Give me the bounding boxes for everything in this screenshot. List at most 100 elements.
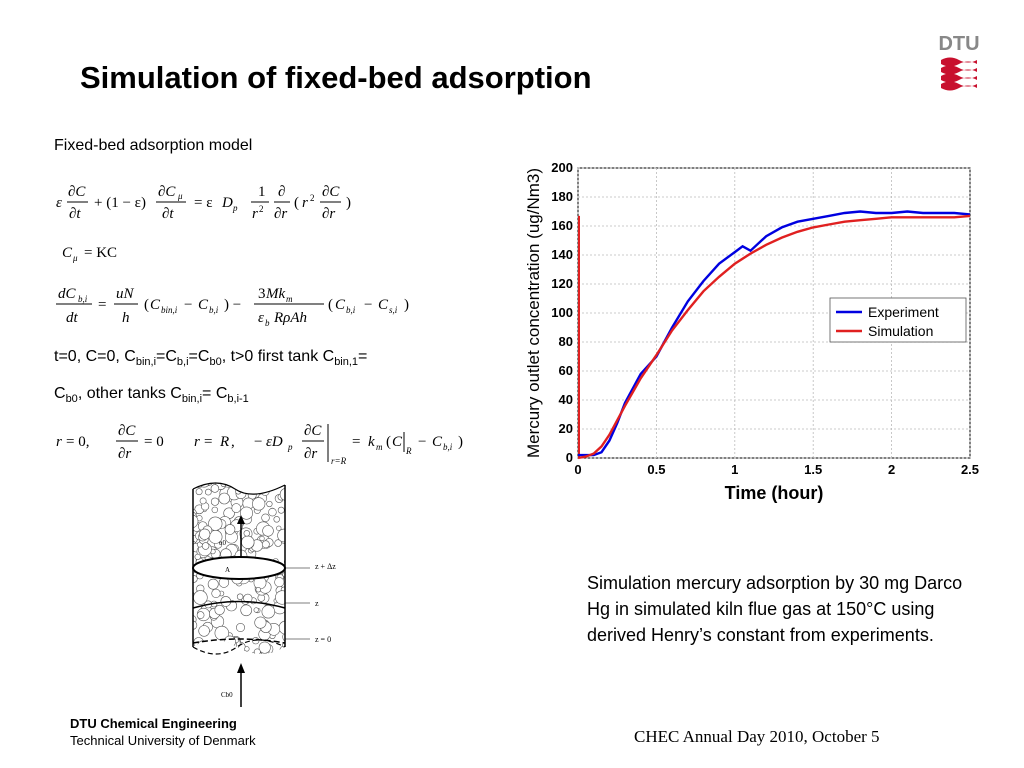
pellet — [274, 577, 285, 588]
footer-event: CHEC Annual Day 2010, October 5 — [634, 727, 880, 746]
svg-text:C: C — [62, 245, 73, 261]
pellet — [258, 659, 262, 663]
svg-text:∂t: ∂t — [162, 206, 174, 222]
adsorbent-pellets — [193, 479, 292, 663]
pellet — [261, 540, 270, 549]
cond2-part-5: b,i-1 — [227, 393, 249, 406]
svg-text:∂C: ∂C — [118, 423, 136, 439]
y-axis-label: Mercury outlet concentration (ug/Nm3) — [524, 168, 543, 458]
pellet — [224, 524, 236, 535]
flow-arrowhead — [237, 515, 245, 524]
slice-z — [192, 600, 286, 609]
svg-text:ε: ε — [258, 310, 264, 326]
cond1-part-3: b,i — [176, 356, 189, 369]
pellet — [243, 593, 253, 603]
svg-text:bin,i: bin,i — [161, 305, 178, 315]
svg-text:+ (1 − ε): + (1 − ε) — [94, 195, 146, 211]
svg-text:C: C — [150, 297, 161, 313]
svg-text:−: − — [254, 434, 262, 450]
svg-text:R: R — [219, 434, 229, 450]
pellet — [243, 530, 251, 537]
y-tick-label: 20 — [559, 421, 573, 436]
svg-text:∂r: ∂r — [304, 446, 317, 462]
initial-condition-line2: Cb0, other tanks Cbin,i= Cb,i-1 — [54, 385, 249, 405]
svg-text:p: p — [232, 203, 238, 213]
svg-text:∂t: ∂t — [69, 206, 81, 222]
svg-text:1: 1 — [258, 184, 266, 200]
pellet — [280, 483, 285, 484]
pellet — [287, 479, 292, 484]
pellet — [199, 497, 207, 505]
footer-department: DTU Chemical Engineering — [70, 716, 237, 731]
svg-text:3: 3 — [258, 286, 266, 302]
pellet — [211, 506, 218, 514]
pellet — [279, 487, 285, 501]
logo-wave — [941, 73, 977, 83]
svg-text:= 0: = 0 — [144, 434, 164, 450]
svg-text:): ) — [458, 434, 463, 450]
svg-text:m: m — [376, 442, 383, 452]
svg-text:=: = — [98, 297, 106, 313]
svg-text:D: D — [221, 195, 233, 211]
svg-text:∂: ∂ — [278, 184, 285, 200]
svg-text:b,i: b,i — [346, 305, 356, 315]
svg-text:−: − — [364, 297, 372, 313]
pellet — [223, 635, 236, 648]
cond1-part-0: t=0, C=0, C — [54, 348, 136, 365]
svg-text:C: C — [198, 297, 209, 313]
svg-text:2: 2 — [259, 204, 264, 214]
y-tick-label: 160 — [551, 218, 573, 233]
svg-text:R: R — [405, 446, 412, 456]
area-label: A — [225, 566, 230, 574]
x-tick-label: 1.5 — [804, 462, 822, 477]
slide-title: Simulation of fixed-bed adsorption — [80, 60, 592, 95]
dtu-logo: DTU — [938, 33, 980, 91]
svg-text:(: ( — [144, 297, 149, 313]
svg-text:r: r — [302, 195, 308, 211]
svg-text:r: r — [252, 206, 258, 222]
svg-text:r: r — [56, 434, 62, 450]
y-tick-label: 100 — [551, 305, 573, 320]
cond1-part-5: b0 — [209, 356, 222, 369]
svg-text:∂C: ∂C — [68, 184, 86, 200]
x-tick-label: 0.5 — [647, 462, 665, 477]
y-tick-label: 120 — [551, 276, 573, 291]
pellet — [235, 623, 245, 633]
svg-text:= KC: = KC — [84, 245, 117, 261]
cond1-part-4: =C — [188, 348, 210, 365]
pellet — [252, 497, 266, 511]
svg-text:m: m — [286, 294, 293, 304]
legend-label: Simulation — [868, 323, 933, 339]
pellet — [273, 651, 283, 654]
svg-text:∂C: ∂C — [322, 184, 340, 200]
pellet — [196, 611, 205, 619]
y-tick-label: 40 — [559, 392, 573, 407]
pellet — [193, 575, 198, 583]
pellet — [193, 620, 198, 630]
cond2-part-2: , other tanks C — [77, 385, 182, 402]
svg-text:b,i: b,i — [209, 305, 219, 315]
cross-section-area — [192, 556, 286, 580]
svg-text:εD: εD — [266, 434, 283, 450]
bed-top-edge — [192, 482, 286, 495]
svg-text:): ) — [404, 297, 409, 313]
dtu-logo-text: DTU — [938, 33, 979, 55]
inlet-label: Cb0 — [221, 691, 233, 699]
pellet — [279, 644, 285, 654]
pellet — [255, 586, 262, 593]
svg-text:uN: uN — [116, 286, 135, 302]
y-tick-label: 0 — [566, 450, 573, 465]
svg-text:C: C — [335, 297, 346, 313]
pellet — [258, 641, 271, 654]
cond2-part-4: = C — [202, 385, 228, 402]
pellet — [259, 535, 265, 542]
pellet — [197, 640, 209, 652]
pellet — [210, 484, 220, 493]
svg-text:b,i: b,i — [443, 442, 453, 452]
svg-text:C: C — [378, 297, 389, 313]
fixed-bed-diagram: u0 A z + Δz z z = 0 Cb0 — [192, 479, 336, 707]
svg-text:b,i: b,i — [78, 294, 88, 304]
pellet — [260, 483, 270, 488]
cond1-part-7: bin,1 — [334, 356, 359, 369]
